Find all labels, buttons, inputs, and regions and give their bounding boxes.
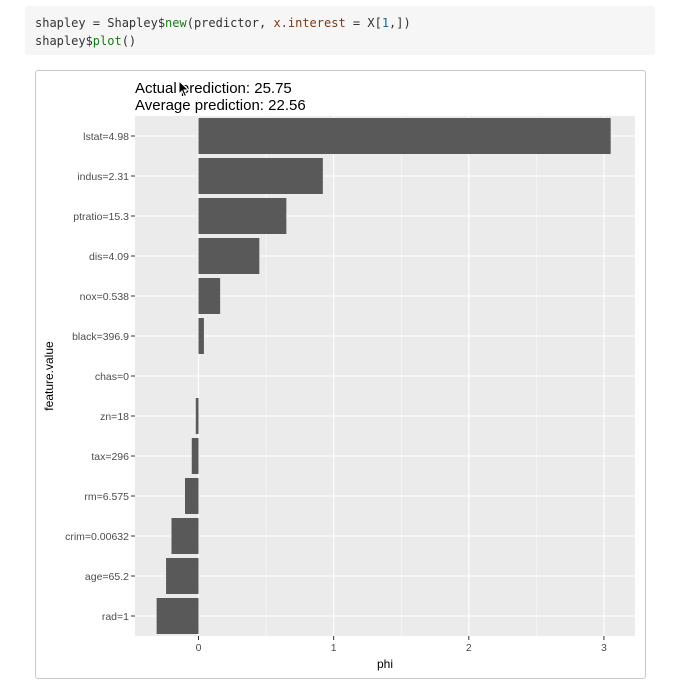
code-text: () xyxy=(121,34,137,48)
code-text: shapley$ xyxy=(35,34,93,48)
bar xyxy=(166,558,199,594)
chart-title: Actual prediction: 25.75 xyxy=(135,80,292,97)
bar xyxy=(185,478,199,514)
code-number: 1 xyxy=(381,16,390,30)
code-text: (predictor, xyxy=(186,16,274,30)
code-argument: x.interest xyxy=(273,16,346,30)
bar xyxy=(198,158,323,194)
shapley-bar-chart: Actual prediction: 25.75 Average predict… xyxy=(42,80,635,671)
chart-subtitle: Average prediction: 22.56 xyxy=(135,97,306,114)
y-tick-label: dis=4.09 xyxy=(89,251,129,263)
bars xyxy=(156,118,611,634)
y-tick-label: lstat=4.98 xyxy=(83,131,129,143)
bar xyxy=(198,118,611,154)
bar xyxy=(198,238,260,274)
y-tick-label: nox=0.538 xyxy=(80,291,129,303)
y-tick-label: rad=1 xyxy=(102,611,129,623)
y-tick-label: chas=0 xyxy=(95,371,129,383)
x-tick-label: 0 xyxy=(196,642,202,654)
code-function: new xyxy=(165,16,187,30)
bar xyxy=(191,438,199,474)
y-tick-label: zn=18 xyxy=(100,411,129,423)
code-text: shapley = Shapley$ xyxy=(35,16,166,30)
y-tick-label: ptratio=15.3 xyxy=(73,211,129,223)
bar xyxy=(198,198,287,234)
y-tick-label: black=396.9 xyxy=(72,331,129,343)
y-axis-ticks: lstat=4.98 indus=2.31 ptratio=15.3 dis=4.09… xyxy=(65,131,135,623)
y-tick-label: rm=6.575 xyxy=(84,491,129,503)
x-tick-label: 2 xyxy=(466,642,472,654)
code-block: shapley = Shapley$new(predictor, x.inter… xyxy=(25,6,655,55)
bar xyxy=(198,278,221,314)
x-tick-label: 3 xyxy=(601,642,607,654)
code-text: = X[ xyxy=(345,16,382,30)
y-tick-label: age=65.2 xyxy=(85,571,129,583)
y-tick-label: crim=0.00632 xyxy=(65,531,129,543)
y-axis-label: feature.value xyxy=(42,341,56,411)
x-axis-ticks: 0 1 2 3 xyxy=(196,636,607,654)
bar xyxy=(171,518,199,554)
mouse-cursor-icon xyxy=(178,80,190,98)
code-function: plot xyxy=(92,34,122,48)
x-axis-label: phi xyxy=(377,657,393,671)
code-text: ,]) xyxy=(389,16,411,30)
plot-output-frame: Actual prediction: 25.75 Average predict… xyxy=(35,70,646,679)
y-tick-label: indus=2.31 xyxy=(77,171,129,183)
bar xyxy=(156,598,199,634)
x-tick-label: 1 xyxy=(331,642,337,654)
code-line-2: shapley$plot() xyxy=(35,34,136,48)
bar xyxy=(198,318,204,354)
code-line-1: shapley = Shapley$new(predictor, x.inter… xyxy=(35,16,411,30)
bar xyxy=(195,398,199,434)
y-tick-label: tax=296 xyxy=(91,451,129,463)
